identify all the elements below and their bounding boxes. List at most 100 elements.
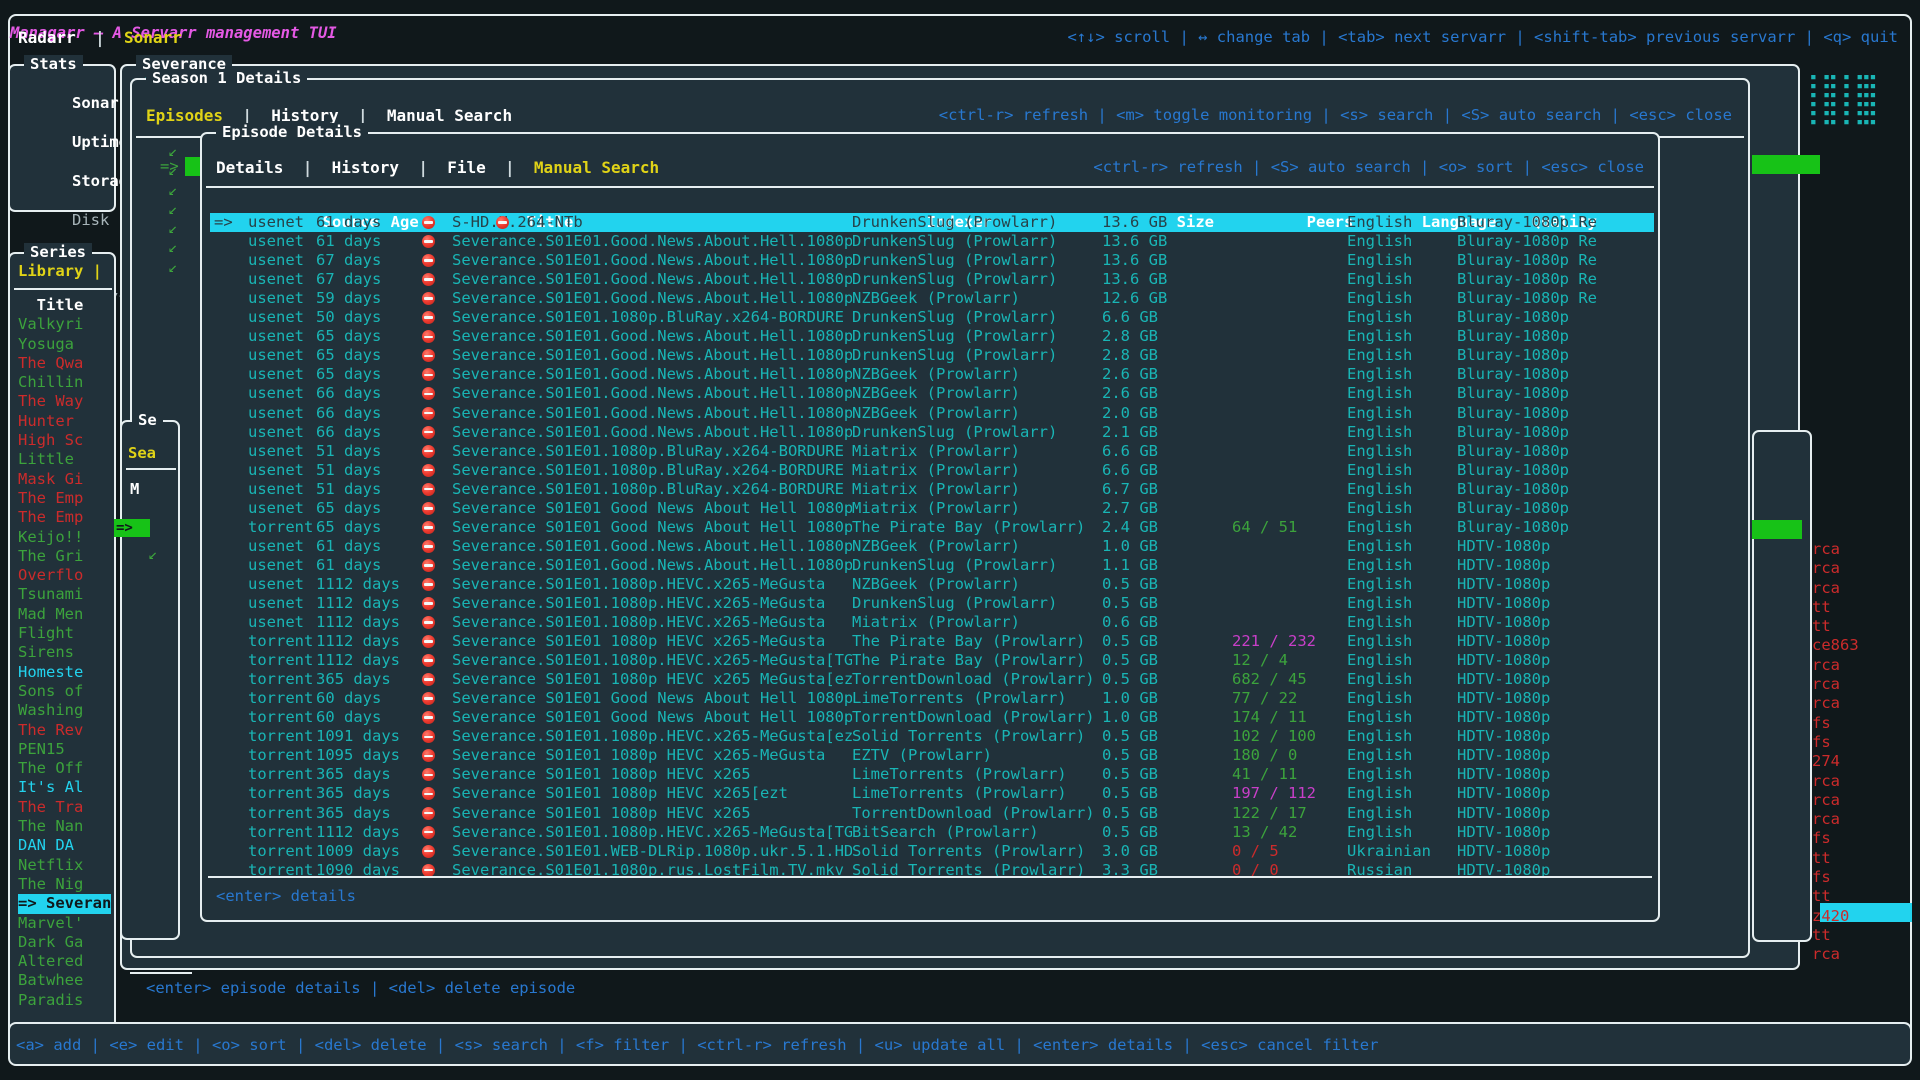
table-row[interactable]: torrent 60 days Severance S01E01 Good News… bbox=[210, 708, 1654, 727]
table-row[interactable]: torrent 65 days Severance S01E01 Good News… bbox=[210, 518, 1654, 537]
season-side-panel: Se Sea M bbox=[120, 411, 180, 940]
table-row[interactable]: => usenet 61 days S-HD.H.264-NTb DrunkenSlug… bbox=[210, 213, 1654, 233]
table-row[interactable]: usenet 1112 days Severance.S01E01.1080p.HE… bbox=[210, 575, 1654, 594]
series-list-item[interactable]: Dark Ga bbox=[18, 932, 84, 951]
table-row[interactable]: torrent 1090 days Severance.S01E01.1080p.r… bbox=[210, 861, 1654, 880]
table-row[interactable]: torrent 60 days Severance S01E01 Good News… bbox=[210, 689, 1654, 708]
series-list-item[interactable]: Batwhee bbox=[18, 971, 84, 990]
table-row[interactable]: torrent 365 days Severance S01E01 1080p HE… bbox=[210, 804, 1654, 823]
tab-radarr[interactable]: Radarr bbox=[18, 28, 76, 47]
table-row[interactable]: usenet 1112 days Severance.S01E01.1080p.HE… bbox=[210, 594, 1654, 613]
series-list-item[interactable]: It's Al bbox=[18, 778, 84, 797]
table-row[interactable]: torrent 1112 days Severance.S01E01.1080p.H… bbox=[210, 823, 1654, 842]
table-row[interactable]: usenet 1112 days Severance.S01E01.1080p.HE… bbox=[210, 613, 1654, 632]
series-list-item[interactable]: The Emp bbox=[18, 488, 84, 507]
cell-indexer: NZBGeek (Prowlarr) bbox=[852, 536, 1020, 555]
servarr-tabs[interactable]: Radarr | Sonarr bbox=[18, 28, 182, 47]
series-list-item[interactable]: Mask Gi bbox=[18, 469, 84, 488]
table-row[interactable]: usenet 61 days Severance.S01E01.Good.News.… bbox=[210, 232, 1654, 251]
series-list-item[interactable]: Flight bbox=[18, 624, 74, 643]
series-list-item[interactable]: Tsunami bbox=[18, 585, 84, 604]
series-list-item[interactable]: The Gri bbox=[18, 546, 84, 565]
table-row[interactable]: usenet 59 days Severance.S01E01.Good.News.… bbox=[210, 289, 1654, 308]
cell-size: 3.3 GB bbox=[1102, 860, 1158, 879]
table-row[interactable]: usenet 67 days Severance.S01E01.Good.News.… bbox=[210, 251, 1654, 270]
series-list[interactable]: Title Valkyri Yosuga The Qwa Chillin The Way H… bbox=[18, 296, 112, 1010]
release-table[interactable]: SourceAgeTitleIndexerSizePeersLanguageQu… bbox=[210, 194, 1654, 880]
series-list-item[interactable]: Sirens bbox=[18, 643, 74, 662]
series-list-item[interactable]: Homeste bbox=[18, 662, 84, 681]
table-row[interactable]: usenet 50 days Severance.S01E01.1080p.BluR… bbox=[210, 308, 1654, 327]
cell-quality: HDTV-1080p bbox=[1457, 746, 1551, 765]
series-list-item[interactable]: The Way bbox=[18, 392, 84, 411]
tab-season-history[interactable]: History bbox=[271, 106, 339, 125]
cell-source: usenet bbox=[248, 593, 304, 612]
series-tab-library[interactable]: Library | bbox=[18, 262, 102, 280]
tab-season-manual-search[interactable]: Manual Search bbox=[386, 106, 513, 125]
table-row[interactable]: usenet 66 days Severance.S01E01.Good.News.… bbox=[210, 404, 1654, 423]
table-row[interactable]: torrent 365 days Severance S01E01 1080p HE… bbox=[210, 765, 1654, 784]
tab-file[interactable]: File bbox=[447, 158, 486, 177]
series-list-item[interactable]: The Rev bbox=[18, 720, 84, 739]
table-row[interactable]: usenet 65 days Severance.S01E01.Good.News.… bbox=[210, 365, 1654, 384]
table-row[interactable]: torrent 1112 days Severance.S01E01.1080p.H… bbox=[210, 651, 1654, 670]
series-list-item[interactable]: Altered bbox=[18, 952, 84, 971]
cell-quality: Bluray-1080p bbox=[1457, 422, 1569, 441]
tab-details[interactable]: Details bbox=[216, 158, 284, 177]
series-list-item[interactable]: Keijo!! bbox=[18, 527, 84, 546]
series-list-item[interactable]: Sons of bbox=[18, 681, 84, 700]
series-list-item[interactable]: Paradis bbox=[18, 990, 84, 1009]
table-row[interactable]: usenet 65 days Severance.S01E01.Good.News.… bbox=[210, 327, 1654, 346]
series-list-item[interactable]: Chillin bbox=[18, 373, 84, 392]
table-row[interactable]: torrent 1112 days Severance S01E01 1080p H… bbox=[210, 632, 1654, 651]
series-list-item[interactable]: Marvel' bbox=[18, 913, 84, 932]
table-row[interactable]: usenet 67 days Severance.S01E01.Good.News.… bbox=[210, 270, 1654, 289]
series-list-item[interactable]: Overflo bbox=[18, 566, 84, 585]
release-rows[interactable]: => usenet 61 days S-HD.H.264-NTb DrunkenSlug… bbox=[210, 213, 1654, 880]
series-list-item[interactable]: Yosuga bbox=[18, 334, 74, 353]
table-row[interactable]: usenet 61 days Severance.S01E01.Good.News.… bbox=[210, 556, 1654, 575]
table-row[interactable]: usenet 51 days Severance.S01E01.1080p.BluR… bbox=[210, 461, 1654, 480]
tab-manual-search[interactable]: Manual Search bbox=[533, 158, 660, 177]
cell-quality: Bluray-1080p Re bbox=[1457, 213, 1597, 232]
table-row[interactable]: usenet 65 days Severance.S01E01.Good.News.… bbox=[210, 346, 1654, 365]
season-tabs[interactable]: Episodes | History | Manual Search bbox=[146, 106, 513, 125]
tab-episodes[interactable]: Episodes bbox=[146, 106, 224, 125]
series-list-item[interactable]: Netflix bbox=[18, 855, 84, 874]
cell-language: English bbox=[1347, 308, 1413, 327]
table-row[interactable]: torrent 1009 days Severance.S01E01.WEB-DLR… bbox=[210, 842, 1654, 861]
tab-sonarr[interactable]: Sonarr bbox=[123, 28, 182, 47]
season-side-tab[interactable]: Sea bbox=[128, 444, 156, 462]
table-row[interactable]: torrent 1095 days Severance S01E01 1080p H… bbox=[210, 746, 1654, 765]
table-row[interactable]: usenet 66 days Severance.S01E01.Good.News.… bbox=[210, 384, 1654, 403]
series-list-item[interactable]: The Qwa bbox=[18, 353, 84, 372]
series-list-item[interactable]: The Off bbox=[18, 759, 84, 778]
series-list-item[interactable]: High Sc bbox=[18, 431, 84, 450]
series-list-item[interactable]: The Nig bbox=[18, 874, 84, 893]
series-list-item[interactable]: Little bbox=[18, 450, 74, 469]
table-row[interactable]: torrent 365 days Severance S01E01 1080p HE… bbox=[210, 784, 1654, 803]
series-list-item[interactable]: Washing bbox=[18, 701, 84, 720]
series-list-item[interactable]: => Severan bbox=[18, 894, 112, 914]
table-row[interactable]: usenet 51 days Severance.S01E01.1080p.BluR… bbox=[210, 480, 1654, 499]
table-row[interactable]: usenet 65 days Severance S01E01 Good News … bbox=[210, 499, 1654, 518]
table-row[interactable]: torrent 1091 days Severance.S01E01.1080p.H… bbox=[210, 727, 1654, 746]
episode-tabs[interactable]: Details | History | File | Manual Search bbox=[216, 158, 660, 177]
cell-indexer: DrunkenSlug (Prowlarr) bbox=[852, 308, 1058, 327]
series-column-header: Title bbox=[18, 296, 84, 314]
table-row[interactable]: usenet 61 days Severance.S01E01.Good.News.… bbox=[210, 537, 1654, 556]
table-row[interactable]: usenet 51 days Severance.S01E01.1080p.BluR… bbox=[210, 442, 1654, 461]
series-list-item[interactable]: Valkyri bbox=[18, 315, 84, 334]
series-list-item[interactable]: Hunter bbox=[18, 411, 74, 430]
table-row[interactable]: torrent 365 days Severance S01E01 1080p HE… bbox=[210, 670, 1654, 689]
series-list-item[interactable]: The Nan bbox=[18, 817, 84, 836]
series-list-item[interactable]: Mad Men bbox=[18, 604, 84, 623]
table-row[interactable]: usenet 66 days Severance.S01E01.Good.News.… bbox=[210, 423, 1654, 442]
tab-history[interactable]: History bbox=[331, 158, 400, 177]
series-list-item[interactable]: The Tra bbox=[18, 797, 84, 816]
no-entry-icon bbox=[421, 330, 435, 344]
series-list-item[interactable]: DAN DA bbox=[18, 836, 74, 855]
series-list-item[interactable]: PEN15 bbox=[18, 739, 65, 758]
series-list-item[interactable]: The Emp bbox=[18, 508, 84, 527]
cell-rejected bbox=[404, 327, 452, 346]
